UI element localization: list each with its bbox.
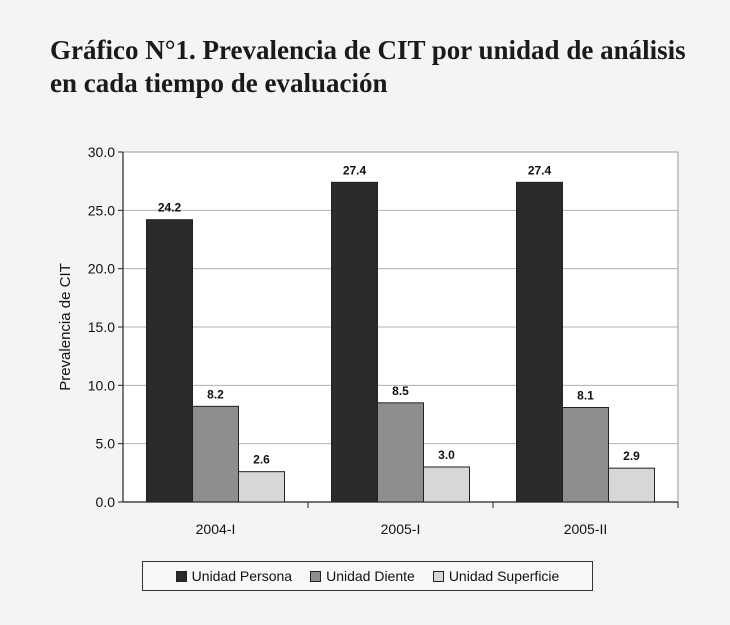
bar <box>423 466 470 503</box>
y-axis-label: Prevalencia de CIT <box>57 263 74 391</box>
data-label: 3.0 <box>438 448 455 462</box>
bar <box>562 407 609 503</box>
chart-title-line-1: Gráfico N°1. Prevalencia de CIT por unid… <box>50 35 686 65</box>
bar <box>238 471 285 503</box>
y-tick-label: 25.0 <box>88 202 115 218</box>
y-tick-label: 10.0 <box>88 377 115 393</box>
data-label: 8.5 <box>392 384 409 398</box>
y-tick-label: 15.0 <box>88 319 115 335</box>
y-tick-label: 0.0 <box>96 494 116 510</box>
bar <box>608 467 655 503</box>
bar <box>377 402 424 503</box>
legend-label-diente: Unidad Diente <box>326 568 415 584</box>
bar <box>331 181 378 503</box>
chart-title: Gráfico N°1. Prevalencia de CIT por unid… <box>50 34 700 100</box>
data-label: 24.2 <box>158 201 182 215</box>
chart-title-line-2: en cada tiempo de evaluación <box>50 68 388 98</box>
legend-swatch-superficie <box>432 570 444 582</box>
bar <box>192 405 239 503</box>
legend-swatch-diente <box>310 570 322 582</box>
x-tick-label: 2005-II <box>564 521 608 537</box>
y-tick-label: 30.0 <box>88 144 115 160</box>
bar <box>146 219 193 503</box>
chart-legend: Unidad Persona Unidad Diente Unidad Supe… <box>142 561 593 591</box>
bar-chart: 0.0 5.0 10.0 15.0 20.0 25.0 30.0 Prevalencia de… <box>57 144 679 537</box>
bar <box>516 181 563 503</box>
y-tick-label: 5.0 <box>96 436 116 452</box>
legend-item-superficie: Unidad Superficie <box>432 568 560 584</box>
legend-label-persona: Unidad Persona <box>191 568 293 584</box>
legend-item-diente: Unidad Diente <box>310 568 415 584</box>
data-label: 2.9 <box>623 449 640 463</box>
data-label: 2.6 <box>253 453 270 467</box>
data-label: 8.2 <box>207 387 224 401</box>
x-tick-label: 2005-I <box>381 521 421 537</box>
y-tick-label: 20.0 <box>88 261 115 277</box>
data-label: 27.4 <box>528 163 552 177</box>
legend-label-superficie: Unidad Superficie <box>448 568 560 584</box>
data-label: 8.1 <box>577 389 594 403</box>
data-label: 27.4 <box>343 163 367 177</box>
legend-swatch-persona <box>175 570 187 582</box>
x-tick-label: 2004-I <box>196 521 236 537</box>
legend-item-persona: Unidad Persona <box>175 568 293 584</box>
